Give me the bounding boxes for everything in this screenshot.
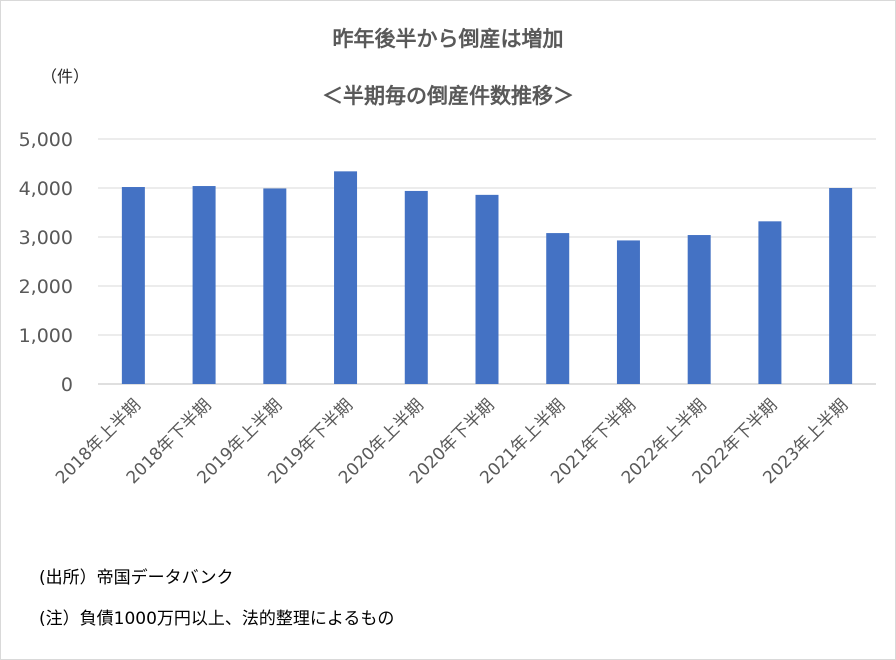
bar — [192, 186, 216, 384]
bar — [404, 190, 428, 384]
chart-subtitle: ＜半期毎の倒産件数推移＞ — [322, 84, 574, 108]
footnote: (注）負債1000万円以上、法的整理によるもの — [39, 609, 395, 629]
bar — [616, 240, 640, 384]
y-axis-unit-label: （件） — [41, 67, 90, 86]
bar — [687, 235, 711, 384]
y-tick-label: 2,000 — [19, 276, 73, 298]
bar — [546, 233, 570, 384]
source-note: (出所）帝国データバンク — [39, 568, 234, 588]
bar — [758, 221, 782, 384]
bar — [263, 188, 287, 384]
chart-title: 昨年後半から倒産は増加 — [332, 27, 564, 51]
bar — [475, 194, 499, 384]
bar — [334, 171, 358, 384]
y-tick-label: 0 — [61, 374, 73, 396]
y-tick-label: 5,000 — [19, 129, 73, 151]
bar — [121, 187, 145, 384]
y-tick-label: 4,000 — [19, 178, 73, 200]
y-tick-label: 3,000 — [19, 227, 73, 249]
y-tick-label: 1,000 — [19, 325, 73, 347]
bar — [829, 188, 853, 384]
